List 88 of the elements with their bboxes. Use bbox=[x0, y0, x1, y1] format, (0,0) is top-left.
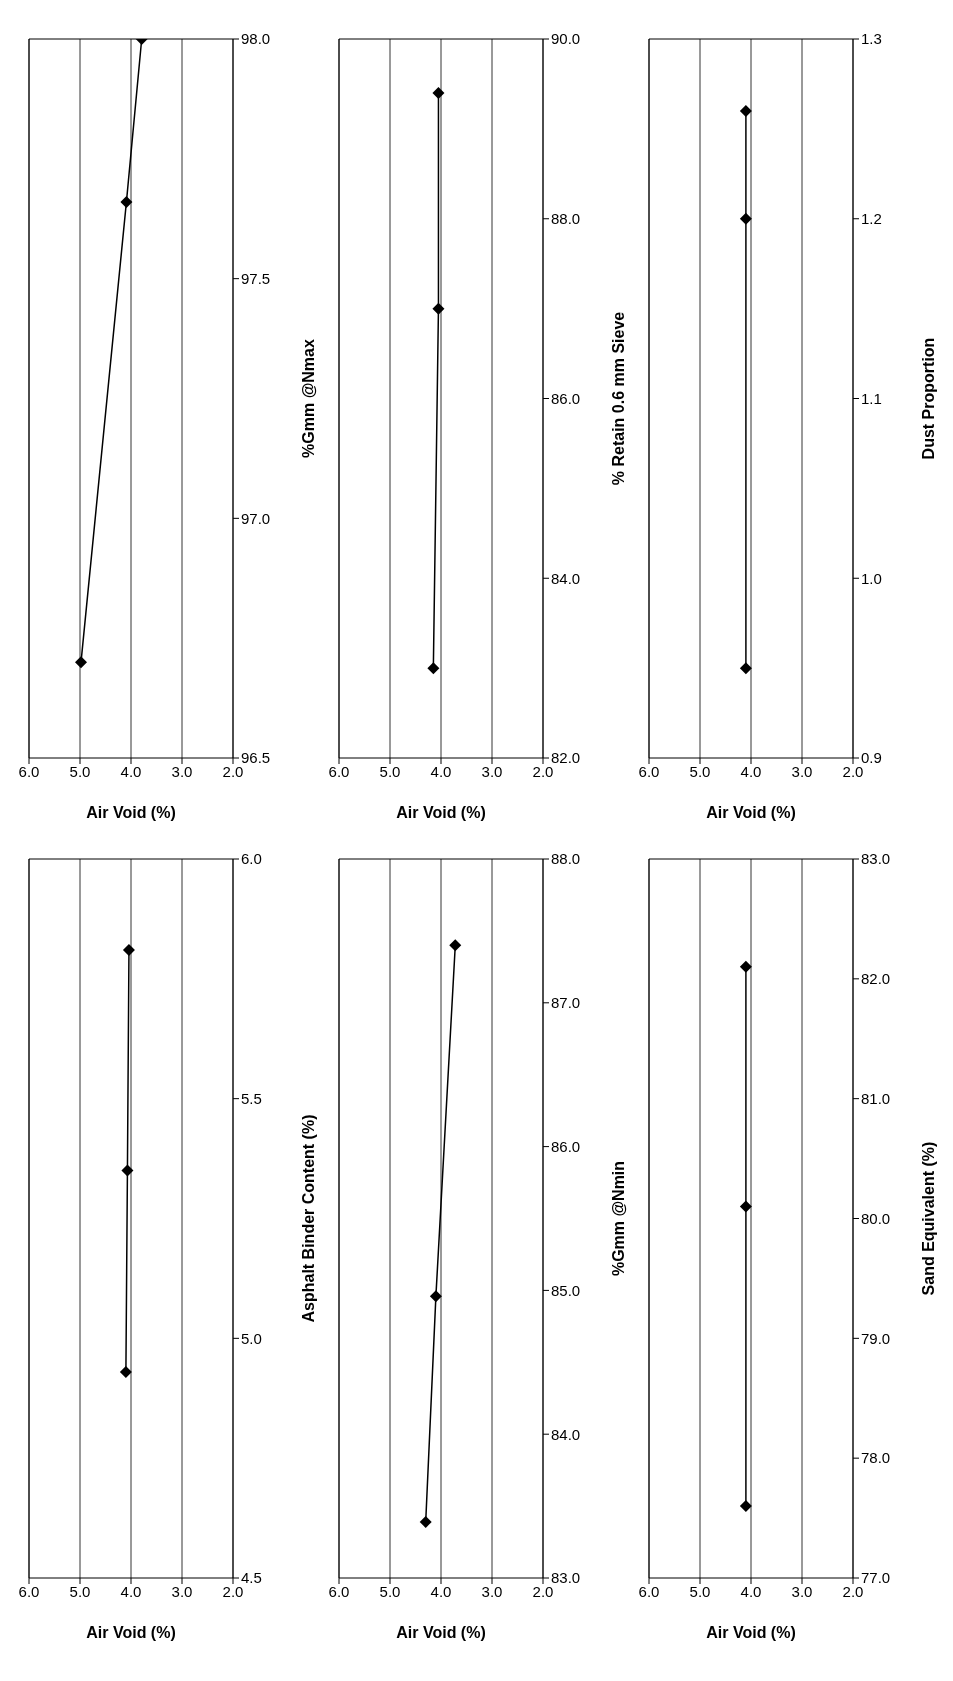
y-axis-title: Asphalt Binder Content (%) bbox=[299, 1114, 317, 1323]
point bbox=[122, 944, 135, 957]
x-tick-label: 5.0 bbox=[379, 1582, 401, 1600]
x-tick-label: 4.0 bbox=[740, 762, 762, 780]
x-tick-label: 2.0 bbox=[532, 762, 554, 780]
x-tick-label: 6.0 bbox=[638, 1582, 660, 1600]
x-tick-label: 5.0 bbox=[69, 1582, 91, 1600]
x-tick-label: 4.0 bbox=[120, 762, 142, 780]
y-axis-title: Sand Equivalent (%) bbox=[919, 1141, 937, 1296]
x-axis-title: Air Void (%) bbox=[86, 804, 176, 821]
y-tick-label: 4.5 bbox=[241, 1569, 262, 1587]
y-tick-label: 80.0 bbox=[861, 1209, 891, 1227]
x-tick-label: 2.0 bbox=[842, 762, 864, 780]
x-tick-label: 4.0 bbox=[120, 1582, 142, 1600]
x-tick-label: 2.0 bbox=[222, 1582, 244, 1600]
point bbox=[739, 212, 752, 225]
point bbox=[739, 1200, 752, 1213]
y-tick-label: 96.5 bbox=[241, 749, 271, 767]
x-axis-title: Air Void (%) bbox=[396, 804, 486, 821]
x-tick-label: 3.0 bbox=[791, 762, 813, 780]
x-tick-label: 5.0 bbox=[379, 762, 401, 780]
x-tick-label: 5.0 bbox=[69, 762, 91, 780]
y-tick-label: 82.0 bbox=[861, 970, 891, 988]
point bbox=[121, 1164, 134, 1177]
y-axis-title: %Gmm @Nmin bbox=[609, 1160, 627, 1277]
y-tick-label: 88.0 bbox=[551, 850, 581, 868]
point bbox=[449, 939, 462, 952]
x-tick-label: 3.0 bbox=[171, 1582, 193, 1600]
point bbox=[119, 1365, 132, 1378]
y-tick-label: 83.0 bbox=[861, 850, 891, 868]
y-tick-label: 1.1 bbox=[861, 389, 882, 407]
x-tick-label: 3.0 bbox=[171, 762, 193, 780]
point bbox=[429, 1290, 442, 1303]
x-axis-title: Air Void (%) bbox=[396, 1624, 486, 1641]
y-tick-label: 84.0 bbox=[551, 569, 581, 587]
x-tick-label: 2.0 bbox=[532, 1582, 554, 1600]
point bbox=[739, 1500, 752, 1513]
y-tick-label: 5.0 bbox=[241, 1329, 262, 1347]
y-tick-label: 84.0 bbox=[551, 1425, 581, 1443]
y-tick-label: 77.0 bbox=[861, 1569, 891, 1587]
y-tick-label: 0.9 bbox=[861, 749, 882, 767]
y-tick-label: 86.0 bbox=[551, 1137, 581, 1155]
y-tick-label: 86.0 bbox=[551, 389, 581, 407]
point bbox=[419, 1515, 432, 1528]
y-tick-label: 97.5 bbox=[241, 269, 271, 287]
y-tick-label: 78.0 bbox=[861, 1449, 891, 1467]
y-tick-label: 87.0 bbox=[551, 994, 581, 1012]
y-tick-label: 97.0 bbox=[241, 509, 271, 527]
x-tick-label: 6.0 bbox=[638, 762, 660, 780]
y-axis-title: Dust Proportion bbox=[919, 337, 937, 460]
y-axis-title: %Gmm @Nmax bbox=[299, 339, 317, 458]
point bbox=[739, 960, 752, 973]
y-tick-label: 5.5 bbox=[241, 1089, 262, 1107]
y-tick-label: 83.0 bbox=[551, 1569, 581, 1587]
x-tick-label: 3.0 bbox=[481, 1582, 503, 1600]
y-tick-label: 85.0 bbox=[551, 1281, 581, 1299]
point bbox=[427, 662, 440, 675]
y-tick-label: 1.2 bbox=[861, 210, 882, 228]
x-tick-label: 6.0 bbox=[328, 762, 350, 780]
point bbox=[739, 104, 752, 117]
x-axis-title: Air Void (%) bbox=[86, 1624, 176, 1641]
y-tick-label: 79.0 bbox=[861, 1329, 891, 1347]
point bbox=[432, 302, 445, 315]
x-tick-label: 2.0 bbox=[842, 1582, 864, 1600]
x-tick-label: 4.0 bbox=[430, 1582, 452, 1600]
y-axis-title: % Retain 0.6 mm Sieve bbox=[609, 311, 627, 486]
y-tick-label: 1.3 bbox=[861, 30, 882, 48]
y-tick-label: 81.0 bbox=[861, 1089, 891, 1107]
y-tick-label: 82.0 bbox=[551, 749, 581, 767]
x-tick-label: 6.0 bbox=[18, 1582, 40, 1600]
x-tick-label: 5.0 bbox=[689, 1582, 711, 1600]
x-tick-label: 6.0 bbox=[18, 762, 40, 780]
y-tick-label: 88.0 bbox=[551, 210, 581, 228]
x-tick-label: 4.0 bbox=[740, 1582, 762, 1600]
x-axis-title: Air Void (%) bbox=[706, 1624, 796, 1641]
x-tick-label: 2.0 bbox=[222, 762, 244, 780]
x-axis-title: Air Void (%) bbox=[706, 804, 796, 821]
x-tick-label: 4.0 bbox=[430, 762, 452, 780]
x-tick-label: 5.0 bbox=[689, 762, 711, 780]
point bbox=[739, 662, 752, 675]
y-tick-label: 98.0 bbox=[241, 30, 271, 48]
point bbox=[432, 86, 445, 99]
y-tick-label: 90.0 bbox=[551, 30, 581, 48]
y-tick-label: 1.0 bbox=[861, 569, 882, 587]
y-tick-label: 6.0 bbox=[241, 850, 262, 868]
x-tick-label: 3.0 bbox=[791, 1582, 813, 1600]
x-tick-label: 3.0 bbox=[481, 762, 503, 780]
x-tick-label: 6.0 bbox=[328, 1582, 350, 1600]
